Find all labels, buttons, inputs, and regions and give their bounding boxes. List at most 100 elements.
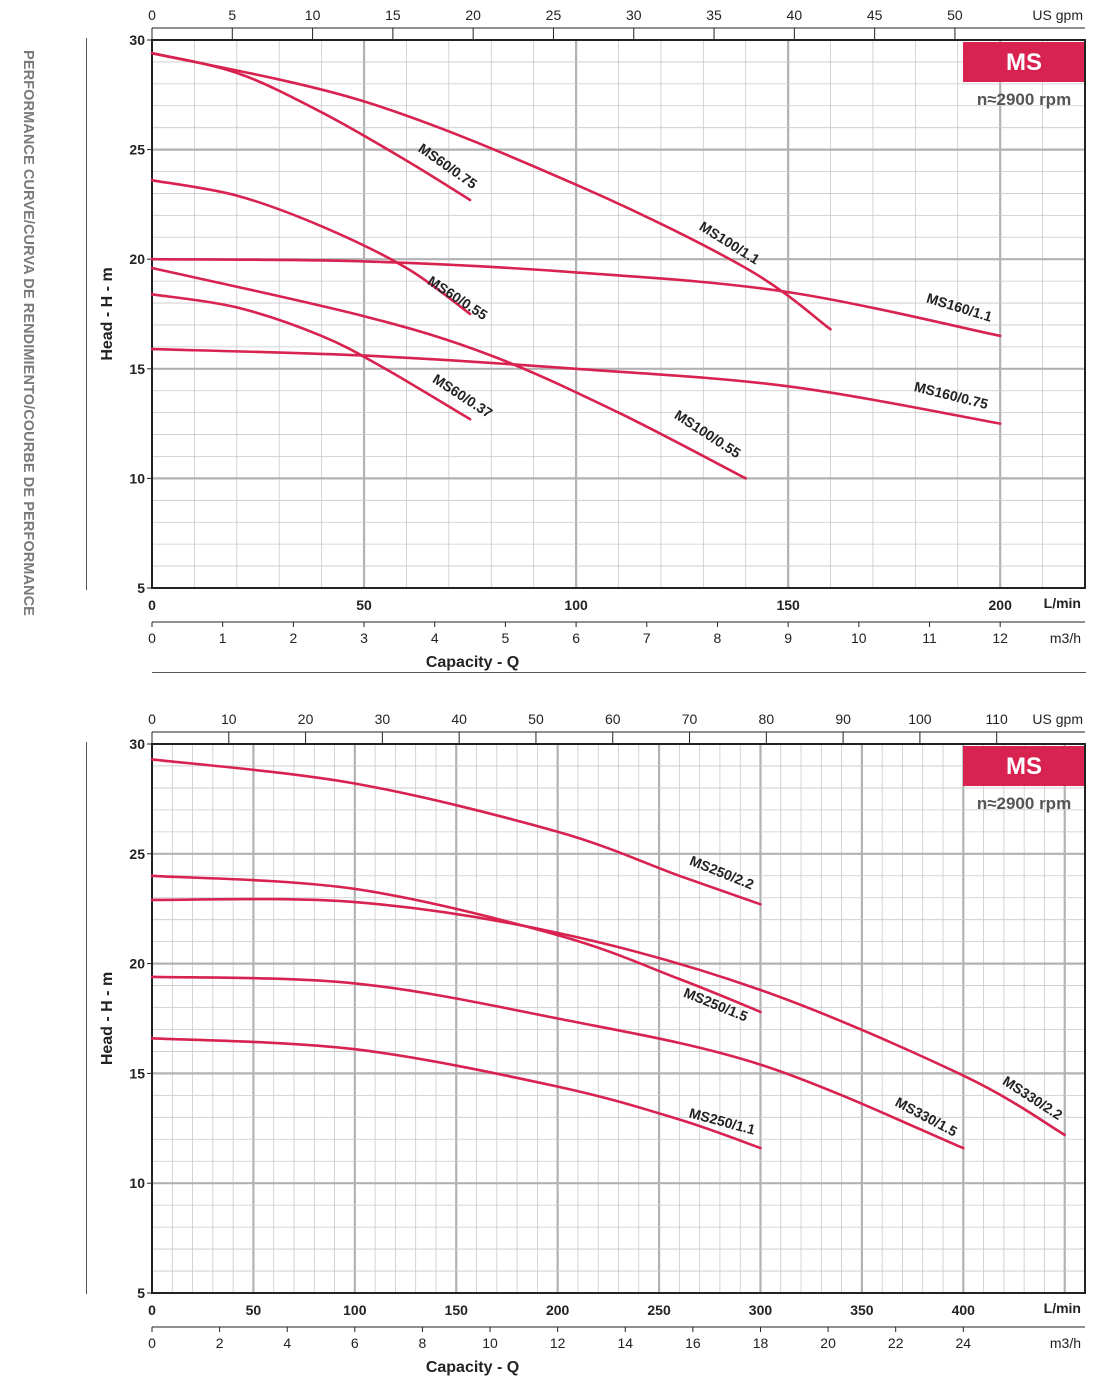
m3h-tick-label: 7 bbox=[643, 630, 651, 646]
gpm-tick-label: 20 bbox=[465, 7, 481, 23]
m3h-tick-label: 6 bbox=[572, 630, 580, 646]
lpm-tick-label: 200 bbox=[989, 597, 1013, 613]
gpm-tick-label: 25 bbox=[546, 7, 562, 23]
model-badge-text: MS bbox=[1006, 49, 1042, 76]
gpm-unit: US gpm bbox=[1032, 711, 1083, 727]
m3h-tick-label: 8 bbox=[714, 630, 722, 646]
rpm-label: n≈2900 rpm bbox=[977, 794, 1071, 813]
m3h-tick-label: 22 bbox=[888, 1335, 904, 1351]
lpm-tick-label: 400 bbox=[952, 1302, 976, 1318]
m3h-unit: m3/h bbox=[1050, 630, 1081, 646]
y-tick-label: 5 bbox=[137, 1285, 145, 1301]
gpm-tick-label: 70 bbox=[682, 711, 698, 727]
m3h-tick-label: 0 bbox=[148, 1335, 156, 1351]
m3h-tick-label: 1 bbox=[219, 630, 227, 646]
m3h-tick-label: 4 bbox=[283, 1335, 291, 1351]
gpm-unit: US gpm bbox=[1032, 7, 1083, 23]
lpm-unit: L/min bbox=[1044, 595, 1081, 611]
plot-frame bbox=[151, 743, 1086, 1294]
y-tick-label: 30 bbox=[129, 736, 145, 752]
m3h-tick-label: 12 bbox=[550, 1335, 566, 1351]
lpm-tick-label: 250 bbox=[647, 1302, 671, 1318]
model-badge bbox=[963, 42, 1084, 82]
curve-ms330-2-2 bbox=[150, 897, 1066, 1137]
y-tick-label: 5 bbox=[137, 580, 145, 596]
gpm-tick-label: 100 bbox=[908, 711, 932, 727]
y-tick-label: 15 bbox=[129, 1065, 145, 1081]
gpm-tick-label: 30 bbox=[626, 7, 642, 23]
m3h-tick-label: 6 bbox=[351, 1335, 359, 1351]
rpm-label: n≈2900 rpm bbox=[977, 90, 1071, 109]
plot-frame bbox=[151, 39, 1086, 589]
x-axis-title: Capacity - Q bbox=[426, 654, 519, 671]
lpm-tick-label: 0 bbox=[148, 1302, 156, 1318]
gpm-tick-label: 0 bbox=[148, 711, 156, 727]
curve-ms100-0-55 bbox=[150, 266, 747, 480]
gpm-tick-label: 40 bbox=[787, 7, 803, 23]
y-tick-label: 30 bbox=[129, 32, 145, 48]
gpm-tick-label: 80 bbox=[759, 711, 775, 727]
m3h-tick-label: 14 bbox=[617, 1335, 633, 1351]
lpm-tick-label: 50 bbox=[356, 597, 372, 613]
chart-separator bbox=[152, 672, 1086, 673]
gpm-tick-label: 40 bbox=[451, 711, 467, 727]
m3h-tick-label: 16 bbox=[685, 1335, 701, 1351]
curve-ms60-0-37 bbox=[150, 293, 472, 421]
lpm-tick-label: 150 bbox=[776, 597, 800, 613]
m3h-tick-label: 10 bbox=[851, 630, 867, 646]
gpm-tick-label: 50 bbox=[947, 7, 963, 23]
m3h-tick-label: 9 bbox=[784, 630, 792, 646]
y-tick-label: 20 bbox=[129, 251, 145, 267]
gpm-tick-label: 60 bbox=[605, 711, 621, 727]
y-tick-label: 25 bbox=[129, 142, 145, 158]
gpm-tick-label: 5 bbox=[228, 7, 236, 23]
gpm-tick-label: 0 bbox=[148, 7, 156, 23]
lpm-tick-label: 350 bbox=[850, 1302, 874, 1318]
y-tick-label: 10 bbox=[129, 1175, 145, 1191]
y-axis-title: Head - H - m bbox=[99, 267, 116, 360]
m3h-tick-label: 20 bbox=[820, 1335, 836, 1351]
y-tick-label: 15 bbox=[129, 361, 145, 377]
gpm-tick-label: 15 bbox=[385, 7, 401, 23]
performance-chart-1: 0 5 10 15 20 25 30 35 40 45 50 US gpm51015202530Hea… bbox=[99, 7, 1086, 671]
m3h-tick-label: 0 bbox=[148, 630, 156, 646]
m3h-tick-label: 8 bbox=[419, 1335, 427, 1351]
m3h-tick-label: 5 bbox=[502, 630, 510, 646]
y-axis-title: Head - H - m bbox=[99, 972, 116, 1065]
curve-ms160-1-1 bbox=[150, 257, 1002, 338]
m3h-tick-label: 3 bbox=[360, 630, 368, 646]
m3h-tick-label: 18 bbox=[753, 1335, 769, 1351]
y-tick-label: 20 bbox=[129, 956, 145, 972]
lpm-tick-label: 100 bbox=[343, 1302, 367, 1318]
curve-ms60-0-55 bbox=[150, 179, 472, 316]
gpm-tick-label: 50 bbox=[528, 711, 544, 727]
m3h-tick-label: 12 bbox=[992, 630, 1008, 646]
m3h-tick-label: 2 bbox=[216, 1335, 224, 1351]
m3h-tick-label: 2 bbox=[289, 630, 297, 646]
gpm-tick-label: 10 bbox=[221, 711, 237, 727]
curve-ms250-2-2 bbox=[150, 758, 762, 906]
m3h-tick-label: 4 bbox=[431, 630, 439, 646]
lpm-tick-label: 0 bbox=[148, 597, 156, 613]
model-badge bbox=[963, 746, 1084, 786]
gpm-tick-label: 30 bbox=[375, 711, 391, 727]
gpm-tick-label: 90 bbox=[835, 711, 851, 727]
y-tick-label: 25 bbox=[129, 846, 145, 862]
grid bbox=[152, 40, 1085, 588]
lpm-tick-label: 50 bbox=[246, 1302, 262, 1318]
gpm-tick-label: 35 bbox=[706, 7, 722, 23]
lpm-unit: L/min bbox=[1044, 1300, 1081, 1316]
gpm-tick-label: 45 bbox=[867, 7, 883, 23]
left-rule-bottom bbox=[86, 742, 87, 1294]
performance-chart-2: 0 10 20 30 40 50 60 70 80 90 100 110 US gpm510152025… bbox=[99, 711, 1086, 1376]
model-badge-text: MS bbox=[1006, 753, 1042, 780]
m3h-tick-label: 10 bbox=[482, 1335, 498, 1351]
lpm-tick-label: 100 bbox=[564, 597, 588, 613]
gpm-tick-label: 20 bbox=[298, 711, 314, 727]
gpm-tick-label: 110 bbox=[986, 711, 1009, 727]
m3h-unit: m3/h bbox=[1050, 1335, 1081, 1351]
gpm-tick-label: 10 bbox=[305, 7, 321, 23]
m3h-tick-label: 24 bbox=[956, 1335, 972, 1351]
curve-ms330-1-5 bbox=[150, 975, 965, 1150]
lpm-tick-label: 150 bbox=[445, 1302, 469, 1318]
